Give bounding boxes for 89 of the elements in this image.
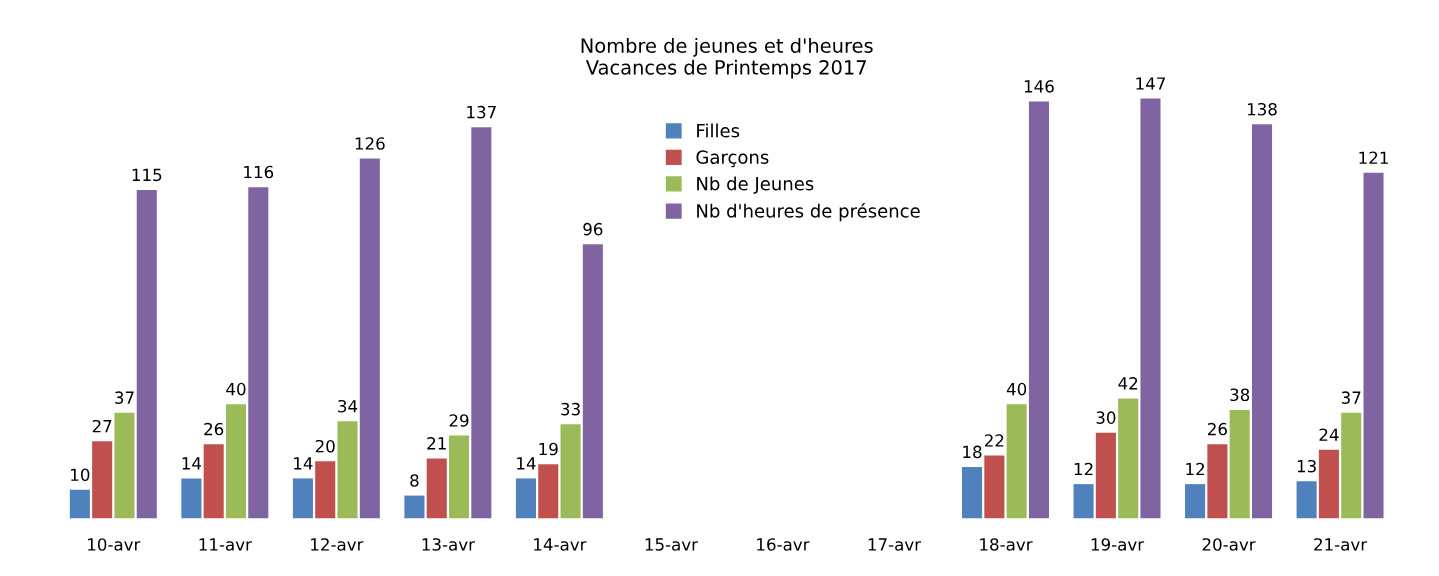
bar [136,189,157,519]
data-label: 26 [1208,422,1227,436]
bar [1006,404,1027,519]
bar [1140,98,1161,519]
data-label: 8 [410,474,419,487]
data-label: 12 [1186,462,1205,476]
data-label: 96 [583,222,603,236]
data-label: 40 [1006,382,1027,396]
bar [560,424,581,519]
bar [359,158,380,519]
bar [181,478,202,519]
data-label: 42 [1118,377,1138,390]
data-label: 24 [1319,428,1339,441]
legend-label: Filles [697,123,740,138]
bar [292,478,313,519]
data-label: 121 [1359,151,1388,164]
data-label: 138 [1247,102,1277,116]
data-label: 33 [561,402,580,416]
data-label: 21 [427,437,446,450]
bar [1028,101,1049,519]
data-label: 116 [244,165,274,179]
data-label: 29 [449,414,469,427]
x-tick-label: 11-avr [199,538,252,551]
data-label: 26 [204,422,224,436]
bar [582,244,603,519]
bar [114,412,135,519]
data-label: 146 [1024,80,1054,93]
x-tick-label: 19-avr [1091,538,1145,551]
data-label: 34 [338,399,358,413]
data-label: 20 [315,439,335,453]
bar [1341,412,1362,519]
bar [1118,398,1139,519]
bar [449,435,470,519]
bar [1207,444,1228,519]
data-label: 14 [182,457,202,470]
bar [426,458,447,519]
data-label: 22 [984,434,1004,447]
bar [92,441,113,519]
bar [471,127,492,519]
data-label: 147 [1136,77,1165,90]
data-label: 10 [71,468,90,482]
chart-title: Nombre de jeunes et d'heures Vacances de Printemps 2017 [581,37,873,79]
x-tick-label: 10-avr [88,538,141,551]
x-tick-label: 15-avr [645,538,699,551]
data-label: 30 [1096,411,1116,424]
bar [1229,409,1250,519]
data-label: 13 [1297,459,1316,473]
data-label: 40 [226,382,246,396]
bar [1073,484,1094,519]
x-tick-label: 13-avr [422,538,475,551]
data-label: 37 [115,391,134,404]
x-tick-label: 16-avr [757,538,810,551]
bar [225,404,247,519]
bar [515,478,536,519]
bar [69,489,90,519]
data-label: 37 [1341,391,1361,404]
data-label: 115 [132,168,162,182]
data-label: 137 [467,105,496,119]
bar [337,421,358,519]
x-tick-label: 14-avr [534,538,587,551]
data-label: 27 [92,419,112,433]
legend-label: Garçons [696,150,769,168]
bar [962,467,983,519]
data-label: 126 [355,137,385,150]
bar [315,461,336,519]
x-tick-label: 21-avr [1314,538,1368,551]
bar [1251,124,1273,519]
bar [248,187,269,519]
data-label: 14 [517,457,536,470]
x-tick-label: 20-avr [1202,538,1256,551]
data-label: 12 [1074,462,1093,476]
bar [1185,484,1206,519]
bar [203,444,224,519]
bar [1095,432,1116,519]
bar [1318,449,1339,519]
bar [984,455,1005,519]
data-label: 19 [539,442,558,456]
data-label: 38 [1230,388,1250,402]
legend-label: Nb d'heures de présence [697,203,920,222]
x-tick-label: 12-avr [311,538,364,551]
bar [1363,172,1384,519]
x-tick-label: 17-avr [868,538,922,551]
bar [538,464,559,519]
legend-label: Nb de Jeunes [697,176,814,194]
bar [404,495,425,519]
x-tick-label: 18-avr [980,538,1033,551]
bar [1296,481,1317,519]
data-label: 18 [963,445,982,459]
data-label: 14 [294,457,313,470]
